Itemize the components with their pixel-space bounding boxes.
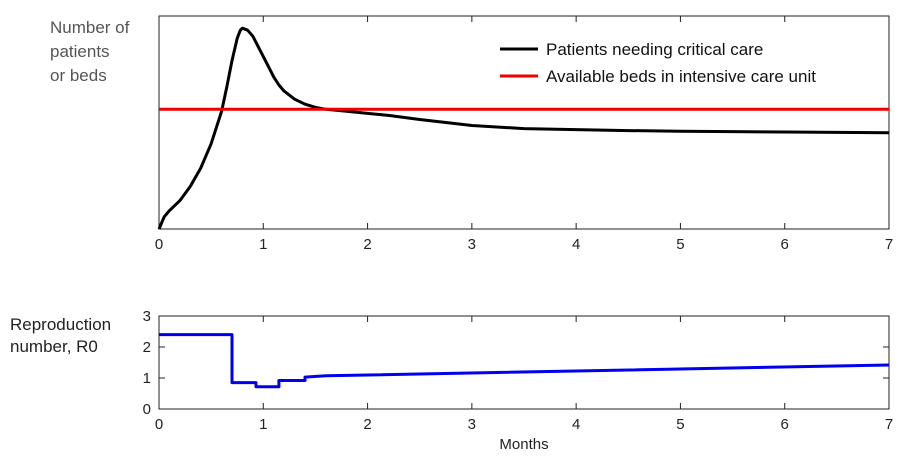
x-tick-label: 1 (259, 416, 267, 433)
x-tick-label: 7 (885, 236, 893, 253)
chart-panel-1: 0 1 2 3 4 5 6 7 Number of patients or beds Patients… (50, 15, 893, 253)
y-tick-label: 1 (143, 370, 151, 387)
x-tick-label: 0 (155, 236, 163, 253)
y-tick-label: 2 (143, 339, 151, 356)
axes-box (158, 15, 890, 230)
chart-panel-2: 0 1 2 3 4 5 6 7 0 1 2 3 Reproduction number, R0 Months (10, 308, 893, 453)
x-tick-label: 3 (468, 416, 476, 433)
x-tick-label: 7 (885, 416, 893, 433)
x-tick-label: 5 (676, 236, 684, 253)
y-axis-label-line: Number of (50, 18, 130, 37)
axes-box (158, 315, 890, 410)
x-tick-label: 3 (468, 236, 476, 253)
x-tick-label: 4 (572, 236, 580, 253)
y-tick-label: 0 (143, 401, 151, 418)
y-axis-label-line: number, R0 (10, 337, 98, 356)
x-axis-label: Months (499, 436, 548, 453)
y-tick-label: 3 (143, 308, 151, 325)
legend-label: Available beds in intensive care unit (546, 67, 816, 86)
series-line-1 (159, 333, 890, 389)
y-axis-label-line: patients (50, 42, 110, 61)
y-axis-label-line: Reproduction (10, 315, 111, 334)
y-axis-label-line: or beds (50, 66, 107, 85)
x-tick-label: 2 (363, 416, 371, 433)
x-tick-label: 4 (572, 416, 580, 433)
x-tick-label: 1 (259, 236, 267, 253)
x-tick-label: 2 (363, 236, 371, 253)
legend-label: Patients needing critical care (546, 40, 763, 59)
x-tick-label: 0 (155, 416, 163, 433)
legend: Patients needing critical care Available … (500, 40, 816, 86)
x-tick-label: 6 (781, 416, 789, 433)
x-tick-label: 5 (676, 416, 684, 433)
series-line-1 (157, 26, 890, 230)
x-tick-label: 6 (781, 236, 789, 253)
